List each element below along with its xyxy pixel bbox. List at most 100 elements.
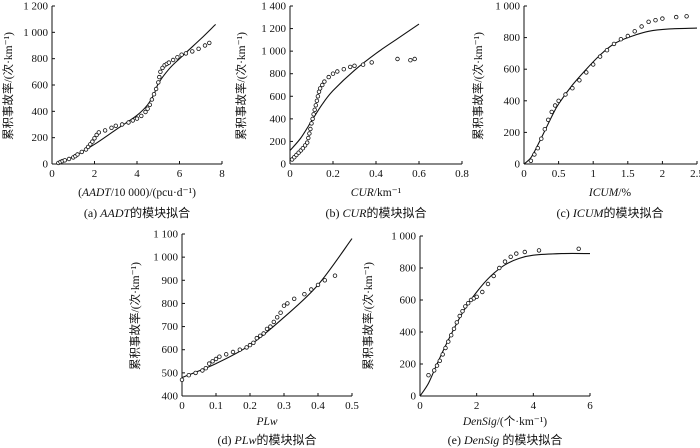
ylabel-b: 累积事故率/(次·km⁻¹) (234, 32, 248, 140)
data-point (451, 326, 457, 331)
data-point (632, 29, 637, 34)
data-point (66, 156, 72, 162)
x-tick-label: 0.1 (209, 400, 223, 412)
data-point (153, 86, 159, 92)
data-point (247, 342, 253, 348)
x-tick-label: 2 (92, 168, 98, 180)
data-point (251, 340, 256, 345)
data-point (584, 70, 589, 75)
data-point (597, 54, 603, 59)
data-point (463, 304, 468, 309)
data-point (502, 259, 508, 264)
panel-e: 0 2 4 6 0 200 400 600 800 1 000 累积事故率/(次·km⁻¹) De… (361, 231, 593, 448)
data-point (196, 46, 201, 51)
data-point (315, 94, 321, 99)
data-point (143, 109, 148, 115)
data-point (278, 310, 283, 315)
data-point (508, 254, 513, 259)
data-point (213, 356, 219, 362)
data-point (210, 359, 215, 364)
data-point (261, 331, 266, 336)
data-point (446, 339, 451, 344)
data-point (244, 345, 249, 350)
y-tick-label: 1 000 (495, 1, 520, 13)
fitted-curve (289, 23, 420, 151)
data-point (408, 58, 413, 63)
x-tick-label: 2.5 (690, 168, 700, 180)
data-point (90, 139, 95, 144)
data-point (300, 145, 306, 151)
data-point (360, 62, 366, 67)
data-point (497, 265, 502, 271)
data-point (179, 377, 185, 382)
y-tick-label: 1 000 (261, 46, 286, 58)
data-point (491, 273, 496, 279)
data-point (190, 49, 195, 54)
y-tick-label: 900 (162, 275, 179, 287)
y-tick-label: 1 000 (153, 252, 178, 264)
data-point (341, 66, 346, 72)
x-tick-label: 0 (49, 168, 55, 180)
x-tick-label: 0 (521, 168, 527, 180)
y-tick-label: 600 (162, 344, 179, 356)
data-point (332, 273, 338, 278)
data-point (604, 48, 610, 53)
data-point (149, 97, 155, 102)
data-point (480, 289, 485, 295)
data-point (315, 282, 321, 288)
data-point (611, 41, 617, 47)
data-point (79, 149, 84, 155)
x-tick-label: 0.8 (455, 168, 469, 180)
data-point (119, 122, 125, 127)
data-point (147, 102, 152, 107)
data-point (660, 16, 665, 21)
data-point (75, 152, 80, 157)
y-tick-label: 200 (32, 132, 49, 144)
y-tick-label: 700 (162, 321, 179, 333)
data-point (330, 71, 336, 76)
data-point (437, 358, 442, 363)
y-tick-label: 1 000 (23, 27, 48, 39)
y-tick-label: 0 (411, 391, 417, 403)
x-tick-label: 1 (590, 168, 596, 180)
data-point (179, 52, 184, 57)
y-tick-label: 600 (32, 80, 49, 92)
y-tick-label: 0 (43, 159, 49, 171)
y-tick-label: 1 000 (391, 231, 416, 243)
caption-d: (d) PLw的模块拟合 (217, 432, 316, 447)
x-tick-label: 0 (179, 400, 185, 412)
data-point (485, 281, 491, 287)
x-tick-label: 2 (660, 168, 666, 180)
x-tick-label: 6 (587, 400, 593, 412)
data-point (653, 18, 658, 23)
data-point (175, 55, 180, 60)
data-point (102, 128, 108, 133)
data-point (306, 135, 311, 141)
data-point (268, 324, 273, 329)
x-tick-label: 2 (474, 400, 480, 412)
data-point (546, 117, 551, 122)
y-tick-label: 600 (400, 295, 417, 307)
data-point (157, 74, 162, 80)
panel-a: 0 2 4 6 8 0 200 400 600 800 1 000 1 200 累积事故率/(次·km… (1, 1, 225, 221)
data-point (449, 333, 454, 338)
y-tick-label: 1 400 (261, 1, 286, 13)
y-tick-label: 200 (504, 127, 521, 139)
x-tick-label: 0.5 (345, 400, 359, 412)
data-point (193, 370, 198, 376)
y-tick-label: 1 100 (153, 229, 178, 241)
data-point (207, 40, 212, 46)
data-point (217, 354, 222, 359)
ylabel-d: 累积事故率/(次·km⁻¹) (128, 262, 142, 370)
data-point (285, 301, 290, 306)
data-point (570, 85, 575, 91)
y-tick-label: 800 (32, 53, 49, 65)
y-tick-label: 600 (270, 91, 287, 103)
panel-d: 0 0.1 0.2 0.3 0.4 0.5 400 500 600 700 800 900 1 000 1… (128, 229, 359, 448)
x-tick-label: 8 (219, 168, 225, 180)
data-point (281, 303, 287, 308)
y-tick-label: 0 (281, 159, 287, 171)
data-point (639, 24, 644, 29)
data-point (322, 278, 327, 283)
data-point (302, 143, 308, 148)
